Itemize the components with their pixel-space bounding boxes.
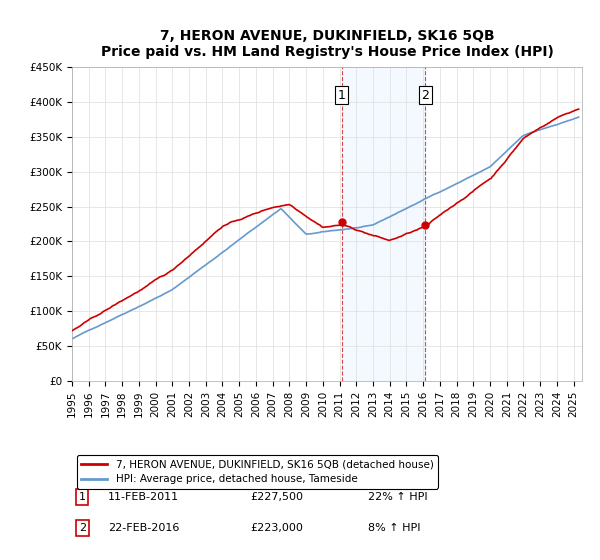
Text: 11-FEB-2011: 11-FEB-2011	[108, 492, 179, 502]
Text: 22-FEB-2016: 22-FEB-2016	[108, 523, 179, 533]
Text: £223,000: £223,000	[251, 523, 304, 533]
Text: 22% ↑ HPI: 22% ↑ HPI	[368, 492, 427, 502]
Legend: 7, HERON AVENUE, DUKINFIELD, SK16 5QB (detached house), HPI: Average price, deta: 7, HERON AVENUE, DUKINFIELD, SK16 5QB (d…	[77, 455, 438, 488]
Text: 2: 2	[79, 523, 86, 533]
Title: 7, HERON AVENUE, DUKINFIELD, SK16 5QB
Price paid vs. HM Land Registry's House Pr: 7, HERON AVENUE, DUKINFIELD, SK16 5QB Pr…	[101, 29, 553, 59]
Bar	[341, 67, 425, 381]
Text: 2: 2	[422, 88, 430, 101]
Text: 8% ↑ HPI: 8% ↑ HPI	[368, 523, 420, 533]
Text: 1: 1	[79, 492, 86, 502]
Text: 1: 1	[338, 88, 346, 101]
Text: £227,500: £227,500	[251, 492, 304, 502]
